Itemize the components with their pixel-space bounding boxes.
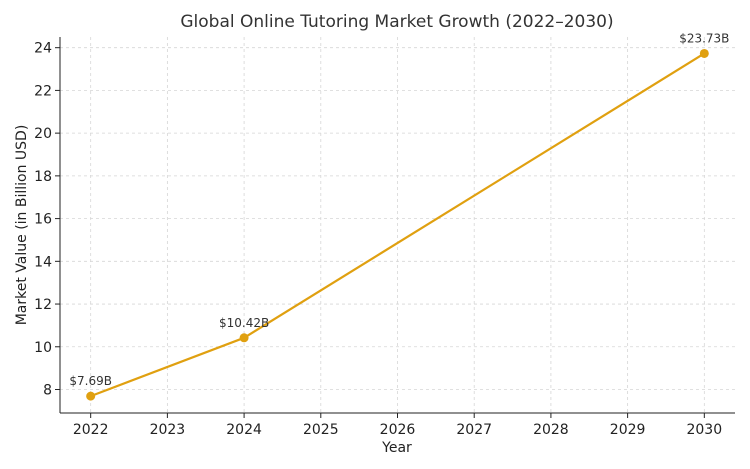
x-tick-label: 2029 xyxy=(610,422,646,438)
y-tick-label: 20 xyxy=(34,126,52,142)
data-label: $7.69B xyxy=(69,374,112,388)
data-point xyxy=(86,391,96,401)
chart-title: Global Online Tutoring Market Growth (20… xyxy=(180,12,613,32)
y-tick-label: 14 xyxy=(34,254,52,270)
y-tick-label: 16 xyxy=(34,212,52,228)
x-tick-label: 2024 xyxy=(226,422,262,438)
y-axis-label: Market Value (in Billion USD) xyxy=(14,125,30,326)
x-tick-label: 2025 xyxy=(303,422,339,438)
x-tick-label: 2027 xyxy=(456,422,492,438)
y-tick-label: 24 xyxy=(34,41,52,57)
y-tick-label: 8 xyxy=(43,383,52,399)
x-tick-label: 2022 xyxy=(73,422,109,438)
x-tick-label: 2028 xyxy=(533,422,569,438)
y-tick-label: 12 xyxy=(34,297,52,313)
x-tick-label: 2026 xyxy=(380,422,416,438)
y-tick-label: 22 xyxy=(34,83,52,99)
data-label: $23.73B xyxy=(679,31,729,45)
data-label: $10.42B xyxy=(219,316,269,330)
x-tick-label: 2030 xyxy=(686,422,722,438)
x-axis-label: Year xyxy=(381,440,412,456)
data-point xyxy=(239,333,249,343)
x-tick-label: 2023 xyxy=(150,422,186,438)
ticks: 2022 2023 2024 2025 2026 2027 2028 2029 20308101… xyxy=(34,41,722,438)
y-tick-label: 18 xyxy=(34,169,52,185)
data-point xyxy=(699,48,709,58)
y-tick-label: 10 xyxy=(34,340,52,356)
series: $7.69B $10.42B $23.73B xyxy=(69,31,729,401)
grid xyxy=(60,37,735,413)
